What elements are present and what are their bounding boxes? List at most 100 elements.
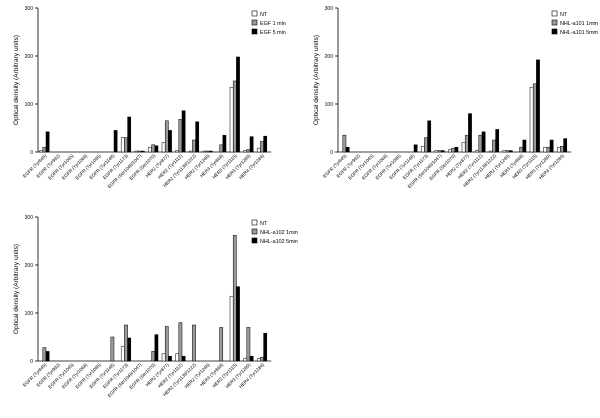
bar-3	[345, 146, 350, 153]
bar-3	[154, 334, 159, 362]
bar-1	[556, 146, 561, 153]
bar-2	[137, 150, 142, 153]
bar-1	[134, 150, 139, 153]
bar-2	[164, 326, 169, 362]
y-tick-label: 100	[25, 311, 34, 317]
bar-3	[181, 355, 186, 362]
bar-1	[488, 150, 493, 153]
bar-2	[505, 150, 510, 153]
legend-label: NHL-a102 1min	[260, 230, 298, 236]
bar-2	[478, 134, 483, 153]
bar-2	[424, 137, 428, 153]
legend-swatch	[551, 10, 558, 17]
bar-1	[188, 150, 193, 153]
bar-1	[502, 150, 507, 153]
y-axis-label: Optical density (Arbitrary units)	[313, 35, 320, 125]
bar-2	[110, 336, 115, 362]
bar-2	[232, 234, 237, 362]
bar-2	[42, 347, 47, 362]
legend-label: NHL-a101 5mm	[560, 30, 599, 36]
bar-3	[168, 355, 172, 362]
bar-1	[448, 149, 452, 153]
bar-2	[124, 137, 128, 153]
bar-3	[481, 131, 486, 153]
bar-2	[164, 120, 169, 153]
y-axis-label: Optical density (Arbitrary units)	[13, 35, 20, 125]
legend-swatch	[251, 28, 258, 35]
legend-label: NHL-a102 5min	[260, 239, 298, 245]
bar-2	[451, 147, 456, 153]
x-category-label: HER4 (Tyr1284)	[238, 362, 265, 389]
bar-3	[195, 121, 200, 153]
bar-1	[175, 150, 180, 153]
bar-2	[192, 324, 196, 362]
bar-1	[175, 353, 180, 362]
bar-1	[243, 150, 248, 153]
bar-2	[219, 327, 224, 362]
bar-3	[181, 110, 186, 153]
legend-swatch	[251, 237, 258, 244]
bar-2	[260, 356, 264, 362]
bar-3	[536, 59, 540, 153]
bar-1	[256, 358, 261, 362]
bar-3	[522, 139, 527, 153]
bar-2	[151, 351, 156, 362]
y-axis-label: Optical density (Arbitrary units)	[13, 244, 20, 334]
bar-3	[222, 134, 227, 153]
bar-3	[263, 135, 268, 153]
bar-2	[246, 149, 251, 153]
bar-1	[120, 346, 125, 362]
y-tick-label: 0	[30, 359, 33, 365]
bar-2	[342, 134, 347, 153]
bar-3	[413, 144, 418, 153]
bar-1	[229, 295, 234, 362]
legend-swatch	[251, 19, 258, 26]
bar-3	[154, 145, 159, 153]
bar-3	[454, 146, 459, 153]
chart-panel-nhl-a101: Optical density (Arbitrary units) 0 100 200…	[313, 6, 599, 189]
chart-panel-nhl-a102: Optical density (Arbitrary units) 0 100 200…	[13, 215, 298, 398]
y-tick-label: 200	[325, 54, 334, 60]
bar-2	[42, 146, 47, 153]
bar-3	[508, 150, 513, 153]
bar-1	[243, 358, 248, 362]
bar-1	[39, 150, 44, 153]
y-tick-label: 100	[325, 102, 334, 108]
bar-2	[178, 119, 183, 153]
y-tick-label: 200	[25, 54, 34, 60]
bar-3	[236, 56, 240, 153]
bar-2	[532, 83, 537, 153]
legend-label: NT	[560, 12, 568, 18]
bar-3	[263, 332, 268, 362]
bar-2	[124, 324, 128, 362]
bar-3	[127, 337, 132, 362]
bar-2	[205, 150, 210, 153]
y-tick-label: 300	[25, 6, 34, 12]
y-tick-label: 0	[330, 150, 333, 156]
chart-panel-egf: Optical density (Arbitrary units) 0 100 200…	[13, 6, 286, 189]
bar-3	[468, 113, 472, 153]
bar-3	[440, 150, 445, 153]
legend-swatch	[251, 219, 258, 226]
bar-1	[120, 137, 125, 153]
bar-1	[161, 142, 166, 153]
bar-3	[45, 351, 50, 362]
legend-label: EGF 5 min	[260, 30, 286, 36]
y-tick-label: 100	[25, 102, 34, 108]
bar-3	[549, 139, 554, 153]
bar-2	[178, 322, 183, 362]
bar-1	[434, 150, 439, 153]
bar-3	[140, 150, 145, 153]
bar-3	[208, 150, 213, 153]
bar-1	[202, 150, 207, 153]
legend-swatch	[551, 19, 558, 26]
bar-2	[560, 145, 564, 153]
bar-1	[256, 147, 261, 153]
y-tick-label: 300	[325, 6, 334, 12]
bar-1	[475, 150, 480, 153]
bar-1	[229, 86, 234, 153]
bar-3	[249, 136, 254, 153]
legend-swatch	[251, 228, 258, 235]
bar-2	[546, 146, 551, 153]
